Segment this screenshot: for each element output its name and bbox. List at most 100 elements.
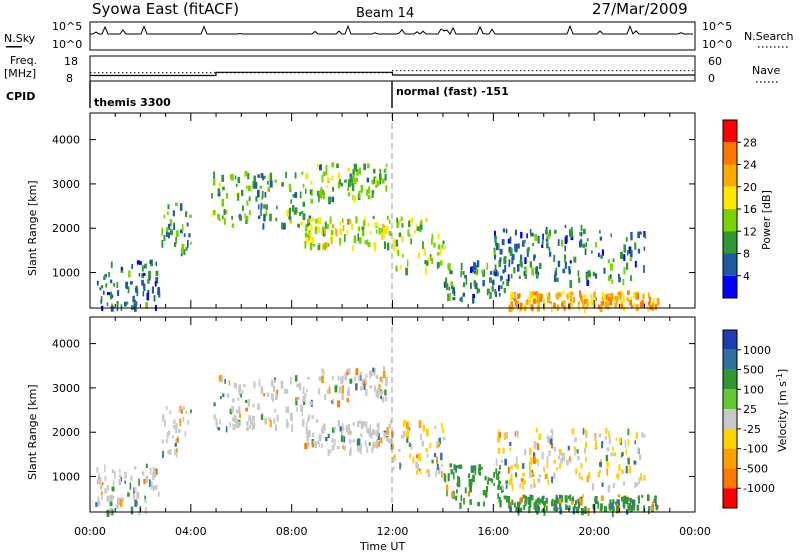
echo-cell: [610, 502, 613, 509]
echo-cell: [348, 449, 352, 456]
echo-cell: [635, 482, 639, 487]
echo-cell: [621, 291, 624, 297]
echo-cell: [476, 260, 480, 268]
echo-cell: [529, 494, 532, 501]
echo-cell: [331, 445, 335, 451]
echo-cell: [289, 216, 292, 224]
echo-cell: [132, 493, 135, 500]
echo-cell: [389, 419, 392, 426]
echo-cell: [471, 266, 475, 272]
echo-cell: [246, 421, 249, 426]
echo-cell: [309, 231, 312, 240]
echo-cell: [434, 453, 437, 458]
echo-cell: [593, 291, 596, 299]
echo-cell: [288, 207, 292, 214]
echo-cell: [537, 497, 540, 504]
echo-cell: [499, 481, 501, 485]
echo-cell: [501, 484, 504, 491]
echo-cell: [496, 242, 499, 251]
echo-cell: [246, 185, 248, 189]
echo-cell: [493, 483, 495, 487]
echo-cell: [339, 179, 341, 185]
echo-cell: [264, 191, 267, 198]
echo-cell: [611, 295, 614, 300]
echo-cell: [110, 305, 114, 312]
echo-cell: [346, 398, 349, 402]
echo-cell: [120, 476, 123, 482]
power-colorbar-segment: [723, 209, 737, 232]
echo-cell: [409, 219, 412, 227]
echo-cell: [369, 370, 373, 377]
echo-cell: [95, 502, 98, 507]
echo-cell: [332, 398, 335, 405]
echo-cell: [364, 216, 367, 224]
echo-cell: [318, 442, 321, 448]
echo-cell: [617, 494, 621, 498]
echo-cell: [501, 459, 504, 463]
echo-cell: [353, 235, 357, 244]
echo-cell: [629, 299, 633, 306]
echo-cell: [319, 164, 322, 171]
echo-cell: [626, 297, 629, 302]
echo-cell: [529, 499, 532, 507]
echo-cell: [607, 259, 610, 264]
echo-cell: [366, 177, 369, 183]
echo-cell: [551, 305, 553, 313]
echo-cell: [620, 290, 623, 296]
echo-cell: [503, 495, 507, 500]
power-colorbar-tick-label: 16: [743, 203, 757, 216]
echo-cell: [116, 290, 120, 296]
echo-cell: [586, 280, 590, 286]
velocity-colorbar-segment: [723, 428, 737, 449]
velocity-colorbar-segment: [723, 369, 737, 390]
echo-cell: [352, 422, 355, 426]
echo-cell: [112, 480, 115, 486]
echo-cell: [510, 273, 513, 279]
echo-cell: [474, 262, 477, 271]
echo-cell: [317, 163, 319, 168]
echo-cell: [126, 301, 129, 305]
echo-cell: [385, 437, 389, 442]
echo-cell: [179, 405, 182, 410]
echo-cell: [586, 238, 589, 242]
echo-cell: [238, 405, 241, 414]
echo-cell: [388, 231, 392, 236]
echo-cell: [523, 504, 526, 510]
echo-cell: [101, 482, 104, 486]
echo-cell: [116, 301, 119, 306]
echo-cell: [565, 460, 569, 466]
echo-cell: [545, 238, 548, 242]
echo-cell: [246, 200, 249, 206]
echo-cell: [317, 440, 320, 444]
echo-cell: [551, 431, 554, 436]
echo-cell: [224, 378, 226, 384]
echo-cell: [601, 441, 604, 449]
echo-cell: [623, 244, 626, 251]
echo-cell: [572, 506, 575, 515]
echo-cell: [574, 503, 576, 509]
echo-cell: [228, 380, 231, 386]
echo-cell: [505, 228, 508, 234]
echo-cell: [237, 193, 240, 201]
echo-cell: [520, 478, 524, 482]
echo-cell: [647, 292, 650, 299]
echo-cell: [542, 495, 545, 499]
echo-cell: [459, 502, 462, 509]
velocity-colorbar-segment: [723, 389, 737, 410]
echo-cell: [495, 241, 497, 247]
echo-cell: [567, 495, 571, 499]
echo-cell: [654, 500, 657, 507]
y-tick-label: 2000: [52, 426, 80, 439]
echo-cell: [309, 189, 312, 195]
nsearch-tick-high: 10^5: [702, 20, 732, 33]
echo-cell: [231, 223, 235, 228]
echo-cell: [511, 483, 514, 491]
echo-cell: [425, 217, 428, 223]
echo-cell: [544, 503, 547, 508]
echo-cell: [443, 473, 446, 481]
echo-cell: [217, 191, 221, 197]
echo-cell: [327, 433, 330, 439]
echo-cell: [376, 423, 379, 428]
echo-cell: [173, 222, 175, 230]
echo-cell: [326, 389, 329, 394]
